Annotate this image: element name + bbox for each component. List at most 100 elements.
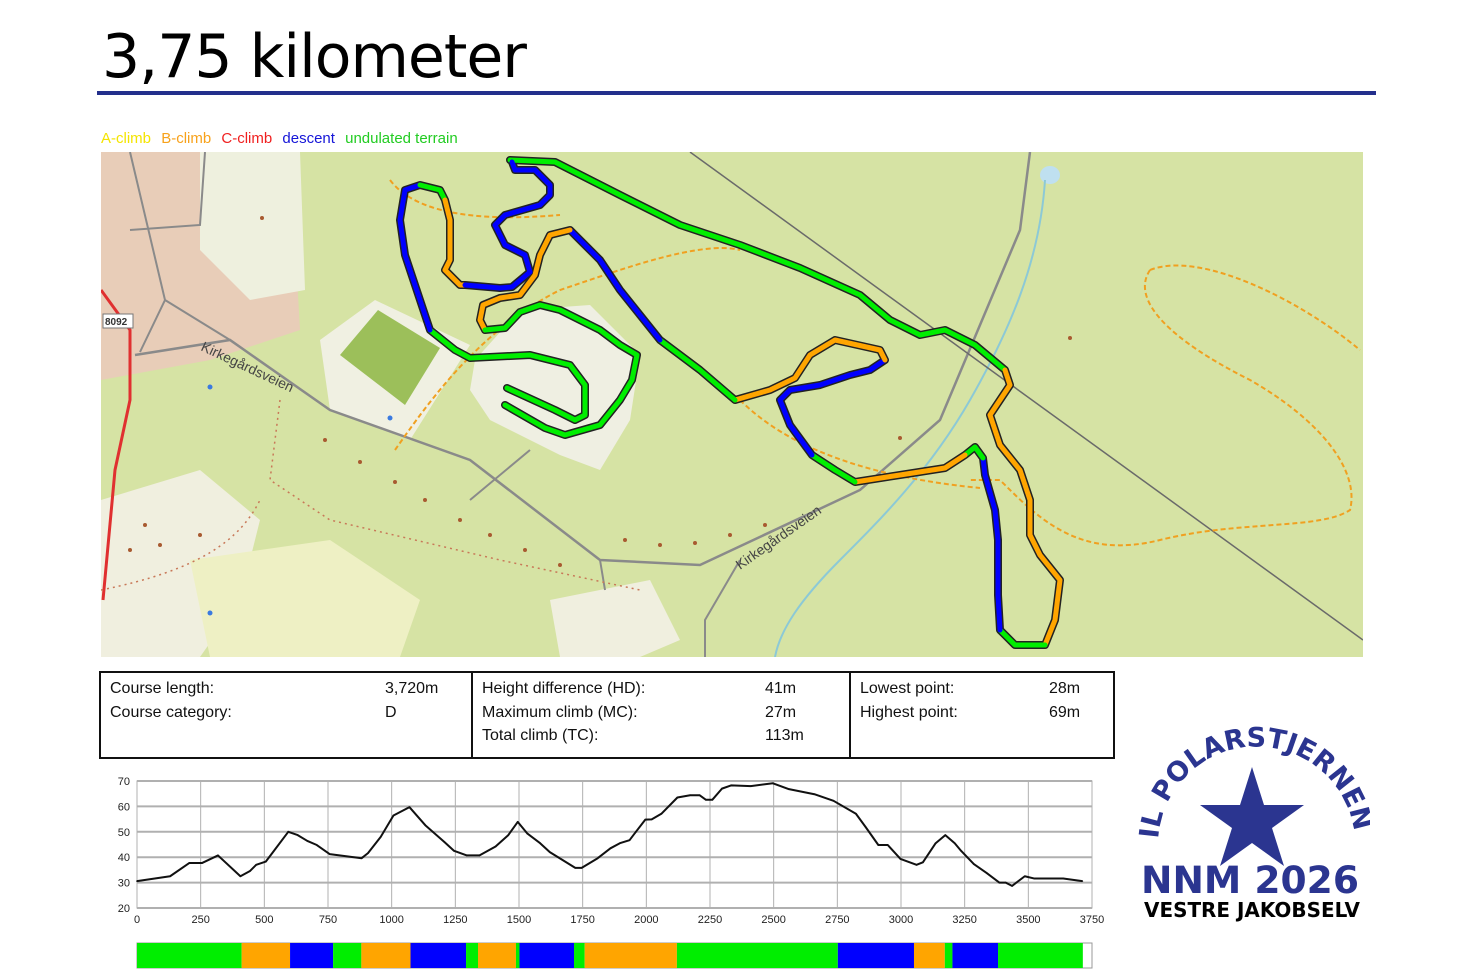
- terrain-bar-segment: [584, 943, 677, 968]
- x-tick-label: 3750: [1080, 914, 1104, 926]
- x-tick-label: 2500: [761, 914, 785, 926]
- footpath: [101, 399, 641, 591]
- stat-label: Highest point:: [860, 703, 958, 721]
- elevation-point: [813, 793, 816, 796]
- stat-label: Maximum climb (MC):: [482, 703, 638, 721]
- legend-b-climb: B-climb: [161, 130, 212, 147]
- terrain-bar-segment: [241, 943, 291, 968]
- logo-event-text: NNM 2026: [1141, 859, 1359, 902]
- route-segment-undulated: [507, 157, 1008, 373]
- route-segment-descent: [980, 455, 1003, 633]
- elevation-point: [705, 798, 707, 801]
- stat-height-difference: Height difference (HD): 41m: [473, 680, 849, 704]
- elevation-point: [494, 845, 497, 848]
- open-area: [200, 152, 305, 300]
- elevation-point: [367, 852, 369, 854]
- route-segment-undulated: [997, 627, 1048, 648]
- terrain-bar-segment: [333, 943, 362, 968]
- elevation-point: [985, 872, 988, 874]
- stats-column-elevation: Lowest point: 28m Highest point: 69m: [849, 673, 1113, 757]
- y-tick-label: 60: [118, 801, 130, 813]
- route-segment-undulated: [962, 444, 986, 461]
- elevation-point: [698, 794, 701, 797]
- map-canvas: 8092 Kirkegårdsveien Kirkegårdsveien: [101, 152, 1363, 657]
- elevation-point: [408, 806, 411, 808]
- elevation-point: [315, 844, 318, 846]
- elevation-point: [1081, 880, 1084, 882]
- elevation-point: [360, 857, 363, 860]
- elevation-point: [960, 850, 962, 852]
- elevation-point: [507, 834, 510, 836]
- legend-a-climb: A-climb: [101, 130, 152, 147]
- stat-lowest-point: Lowest point: 28m: [851, 680, 1113, 704]
- x-tick-label: 3500: [1016, 914, 1040, 926]
- side-roads: [129, 152, 231, 353]
- route-segment-climb: [732, 337, 888, 403]
- x-tick-label: 1750: [570, 914, 594, 926]
- route-segment-climb: [852, 452, 968, 485]
- elevation-point: [1062, 877, 1065, 880]
- elevation-point: [328, 853, 331, 855]
- page-title: 3,75 kilometer: [102, 22, 527, 92]
- route-segment-undulated: [417, 182, 448, 203]
- x-tick-label: 250: [191, 914, 209, 926]
- elevation-point: [478, 854, 481, 857]
- stat-total-climb: Total climb (TC): 113m: [473, 727, 849, 751]
- elevation-point: [689, 794, 691, 797]
- stat-value: 3,720m: [385, 680, 439, 697]
- legend-c-climb: C-climb: [221, 130, 273, 147]
- pond: [1040, 166, 1060, 184]
- elevation-point: [249, 870, 251, 872]
- elevation-point: [136, 880, 138, 882]
- y-tick-label: 30: [118, 878, 130, 890]
- elevation-point: [650, 818, 653, 821]
- elevation-point: [730, 784, 733, 787]
- elevation-point: [864, 826, 867, 828]
- elevation-point: [306, 840, 309, 842]
- route-segment-descent: [397, 182, 433, 333]
- route-segment-climb: [477, 227, 573, 333]
- route-segment-descent: [462, 159, 553, 291]
- stat-label: Course length:: [110, 680, 215, 697]
- elevation-point: [453, 850, 455, 852]
- elevation-point: [721, 787, 723, 790]
- elevation-point: [788, 788, 790, 790]
- elevation-point: [255, 864, 257, 866]
- terrain-bar-segment: [944, 943, 953, 968]
- stat-course-category: Course category: D: [101, 704, 471, 728]
- trail: [970, 264, 1361, 547]
- elevation-point: [526, 832, 529, 835]
- course-route: [396, 156, 1064, 649]
- route-segment-undulated: [809, 452, 858, 485]
- elevation-point: [265, 860, 267, 863]
- elevation-point: [660, 812, 663, 815]
- route-segment-undulated: [427, 327, 588, 423]
- elevation-point: [886, 844, 889, 846]
- elevation-point: [379, 836, 382, 838]
- elevation-point: [619, 842, 621, 845]
- road-kirkegardsveien: [134, 152, 1032, 567]
- y-tick-label: 40: [118, 852, 130, 864]
- elevation-point: [953, 842, 956, 845]
- y-tick-label: 50: [118, 827, 130, 839]
- elevation-point: [609, 847, 612, 850]
- elevation-point: [539, 842, 541, 845]
- x-tick-label: 3000: [889, 914, 913, 926]
- elevation-point: [596, 857, 599, 860]
- stat-highest-point: Highest point: 69m: [851, 704, 1113, 728]
- elevation-point: [287, 831, 290, 833]
- elevation-point: [465, 854, 468, 857]
- route-segment-descent: [567, 227, 663, 343]
- elevation-point: [922, 861, 924, 864]
- terrain-bar-segment: [913, 943, 945, 968]
- x-tick-label: 500: [255, 914, 273, 926]
- star-icon: [1200, 767, 1304, 866]
- x-tick-label: 0: [134, 914, 140, 926]
- terrain-bar-segment: [837, 943, 914, 968]
- title-underline: [97, 91, 1376, 95]
- stat-maximum-climb: Maximum climb (MC): 27m: [473, 704, 849, 728]
- elevation-point: [1011, 885, 1013, 887]
- creek: [774, 179, 1046, 657]
- elevation-point: [644, 818, 647, 821]
- route-segment-undulated: [657, 337, 738, 403]
